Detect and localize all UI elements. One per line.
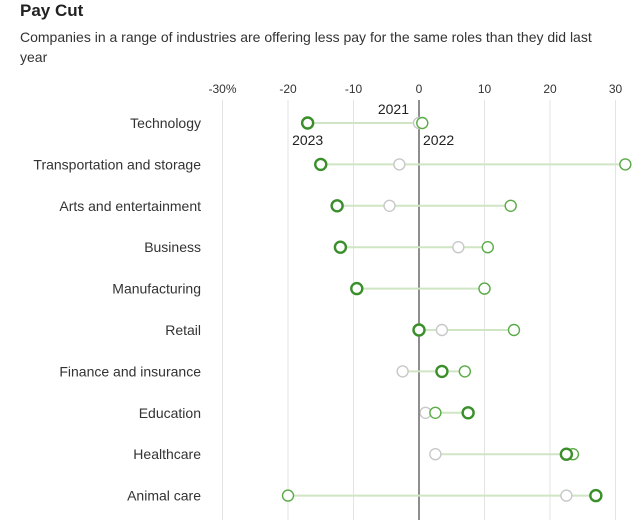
chart-row: Technology: [130, 115, 429, 131]
category-label: Technology: [130, 115, 201, 131]
point-2022: [619, 158, 632, 171]
point-2023: [589, 488, 603, 503]
grid-lines: [222, 100, 616, 520]
x-tick-label: -30%: [208, 82, 236, 96]
category-label: Manufacturing: [112, 281, 201, 297]
category-label: Business: [144, 239, 201, 255]
point-2023: [412, 323, 426, 337]
x-tick-label: 20: [543, 82, 557, 96]
point-2023: [559, 447, 574, 461]
chart-row: Retail: [165, 322, 521, 338]
chart-subtitle: Companies in a range of industries are o…: [20, 29, 592, 65]
point-2022: [458, 365, 472, 378]
chart-title: Pay Cut: [20, 1, 84, 20]
point-2023: [435, 364, 449, 379]
chart-row: Arts and entertainment: [59, 198, 517, 214]
x-tick-label: -20: [279, 82, 297, 96]
point-2022: [429, 406, 442, 419]
chart-row: Animal care: [127, 488, 603, 504]
chart-row: Healthcare: [133, 446, 580, 462]
point-2023: [314, 157, 328, 172]
category-label: Transportation and storage: [33, 156, 201, 172]
chart-row: Transportation and storage: [33, 156, 632, 172]
point-2021: [560, 489, 573, 502]
point-2021: [429, 448, 442, 461]
category-label: Finance and insurance: [59, 363, 201, 379]
point-2023: [330, 199, 344, 213]
point-2021: [396, 365, 409, 378]
point-2022: [507, 323, 521, 337]
chart-annotations: 2021 2022 2023: [292, 101, 454, 148]
series-annotation-2023: 2023: [292, 132, 323, 148]
chart-row: Business: [144, 239, 494, 255]
point-2022: [478, 282, 491, 295]
x-tick-label: -10: [345, 82, 363, 96]
chart-row: Finance and insurance: [59, 363, 472, 379]
point-2021: [452, 240, 465, 254]
point-2022: [481, 240, 494, 254]
point-2022: [281, 489, 295, 502]
category-label: Education: [139, 405, 201, 421]
point-2023: [461, 406, 475, 420]
x-tick-label: 30: [609, 82, 623, 96]
series-annotation-2021: 2021: [378, 101, 409, 117]
category-label: Healthcare: [133, 446, 201, 462]
point-2022: [416, 116, 429, 130]
x-axis-ticks: -30% -20 -10 0 10 20 30: [208, 82, 622, 96]
category-label: Retail: [165, 322, 201, 338]
chart-rows: Technology Transportation and storage Arts…: [33, 115, 632, 504]
series-annotation-2022: 2022: [423, 132, 454, 148]
x-tick-label: 0: [416, 82, 423, 96]
point-2021: [435, 323, 449, 337]
point-2021: [383, 199, 396, 213]
point-2023: [333, 240, 348, 254]
point-2022: [504, 199, 517, 213]
chart-row: Education: [139, 405, 475, 421]
point-2023: [300, 116, 315, 130]
category-label: Animal care: [127, 488, 201, 504]
point-2023: [350, 281, 364, 296]
point-2021: [393, 158, 406, 171]
category-label: Arts and entertainment: [59, 198, 201, 214]
chart-row: Manufacturing: [112, 281, 491, 297]
x-tick-label: 10: [478, 82, 492, 96]
